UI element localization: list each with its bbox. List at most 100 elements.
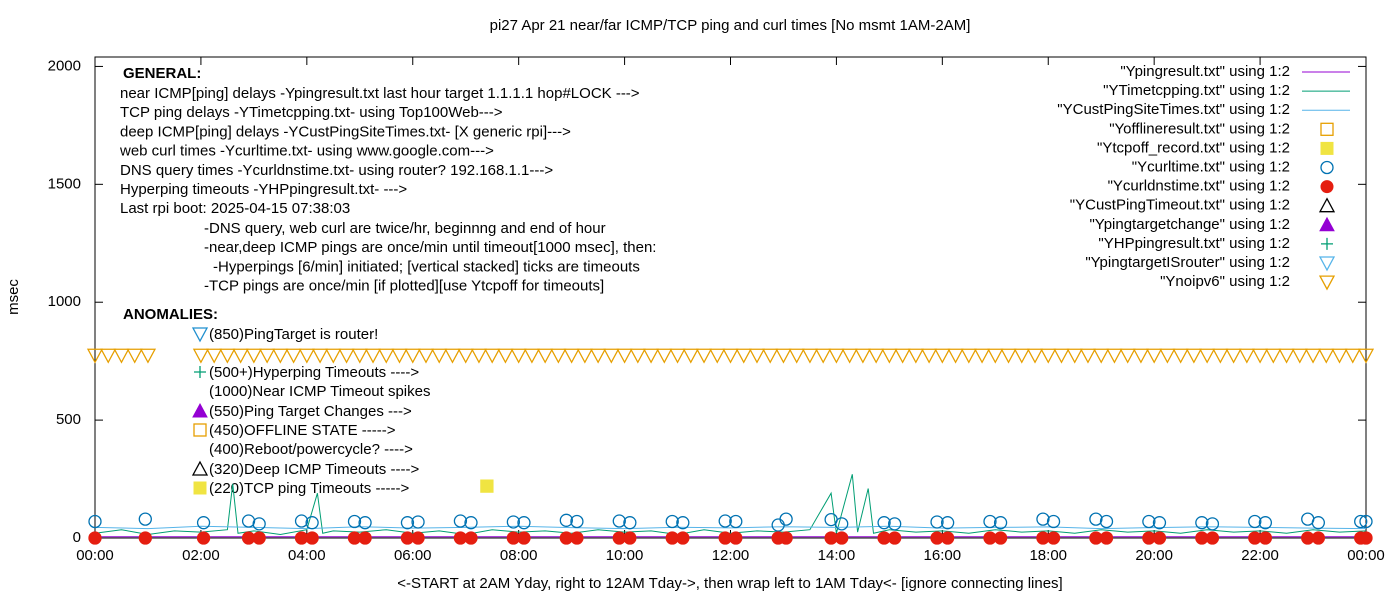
data-point	[1354, 514, 1368, 529]
data-point	[877, 516, 891, 530]
anomaly-text: (1000)Near ICMP Timeout spikes	[209, 383, 430, 400]
data-point	[138, 531, 152, 545]
general-line: web curl times -Ycurltime.txt- using www…	[119, 143, 494, 160]
data-point	[835, 531, 849, 545]
data-point	[325, 348, 342, 364]
data-point	[1152, 516, 1167, 530]
x-tick-label: 12:00	[712, 547, 750, 564]
data-point	[259, 348, 276, 364]
data-point	[1053, 348, 1070, 364]
series-line	[94, 525, 1367, 530]
general-line: deep ICMP[ping] delays -YCustPingSiteTim…	[120, 123, 571, 140]
data-point	[570, 531, 584, 545]
data-point	[298, 348, 315, 364]
data-point	[358, 516, 372, 530]
data-point	[669, 348, 686, 364]
x-tick-label: 02:00	[182, 547, 220, 564]
data-point	[444, 348, 461, 364]
general-line: TCP ping delays -YTimetcpping.txt- using…	[120, 104, 503, 121]
data-point	[623, 531, 637, 545]
data-point	[1172, 348, 1189, 364]
data-point	[729, 531, 743, 545]
data-point	[983, 514, 997, 529]
x-tick-label: 06:00	[394, 547, 432, 564]
data-point	[219, 348, 236, 364]
data-point	[497, 348, 514, 364]
data-point	[993, 531, 1008, 545]
data-point	[735, 348, 752, 364]
data-point	[517, 531, 531, 545]
legend-label: "Ytcpoff_record.txt" using 1:2	[1097, 139, 1290, 156]
data-point	[1311, 531, 1325, 545]
data-point	[206, 348, 223, 364]
data-point	[576, 348, 593, 364]
data-point	[930, 515, 944, 529]
data-point	[559, 513, 573, 527]
data-point	[921, 348, 938, 364]
anomaly-text: (400)Reboot/powercycle? ---->	[209, 441, 413, 458]
data-point	[272, 348, 289, 364]
anomaly-text: (850)PingTarget is router!	[209, 326, 378, 343]
data-point	[1248, 514, 1262, 529]
data-point	[815, 348, 832, 364]
legend-label: "Ycurldnstime.txt" using 1:2	[1108, 178, 1290, 195]
anomaly-text: (450)OFFLINE STATE ----->	[209, 422, 396, 439]
data-point	[305, 531, 319, 545]
data-point	[1185, 348, 1202, 364]
data-point	[656, 348, 673, 364]
y-tick-label: 1000	[48, 293, 81, 310]
data-point	[391, 348, 408, 364]
data-point	[411, 531, 425, 545]
chart-title: pi27 Apr 21 near/far ICMP/TCP ping and c…	[490, 17, 971, 34]
data-point	[1344, 348, 1361, 364]
data-point	[1318, 348, 1335, 364]
data-point	[378, 348, 395, 364]
data-point	[1152, 531, 1167, 545]
anomalies-heading: ANOMALIES:	[123, 306, 218, 323]
data-point	[88, 531, 102, 545]
anomaly-text: (220)TCP ping Timeouts ----->	[209, 480, 409, 497]
data-point	[338, 348, 355, 364]
legend-swatch	[1318, 197, 1336, 213]
legend-swatch	[1319, 216, 1335, 232]
general-line: near ICMP[ping] delays -Ypingresult.txt …	[120, 85, 640, 102]
data-point	[1142, 514, 1156, 529]
anomaly-icon	[194, 366, 206, 378]
data-point	[1357, 348, 1375, 364]
data-point	[676, 531, 690, 545]
data-point	[252, 531, 266, 545]
data-point	[1205, 517, 1220, 531]
data-point	[1089, 512, 1103, 526]
data-point	[523, 348, 540, 364]
data-point	[828, 348, 845, 364]
data-point	[1205, 531, 1220, 545]
legend-label: "YpingtargetISrouter" using 1:2	[1085, 254, 1290, 271]
data-point	[940, 516, 955, 530]
x-tick-label: 00:00	[1347, 547, 1385, 564]
legend-label: "YCustPingTimeout.txt" using 1:2	[1070, 197, 1290, 214]
general-subline: -near,deep ICMP pings are once/min until…	[204, 239, 656, 256]
data-point	[411, 515, 425, 529]
data-point	[841, 348, 858, 364]
data-point	[590, 348, 607, 364]
general-subline: -DNS query, web curl are twice/hr, begin…	[204, 220, 606, 237]
data-point	[470, 348, 488, 364]
data-point	[729, 514, 743, 529]
data-point	[1291, 348, 1308, 364]
data-point	[993, 516, 1008, 530]
legend-label: "YCustPingSiteTimes.txt" using 1:2	[1057, 101, 1290, 118]
data-point	[400, 516, 415, 530]
data-point	[417, 348, 435, 364]
data-point	[1311, 516, 1325, 530]
general-subline: -TCP pings are once/min [if plotted][use…	[204, 278, 604, 295]
data-point	[1026, 348, 1044, 364]
data-point	[139, 348, 157, 364]
x-tick-label: 08:00	[500, 547, 538, 564]
data-point	[775, 348, 792, 364]
data-point	[100, 348, 117, 364]
data-point	[1278, 348, 1295, 364]
data-point	[252, 517, 266, 531]
data-point	[404, 348, 421, 364]
data-point	[453, 514, 468, 528]
